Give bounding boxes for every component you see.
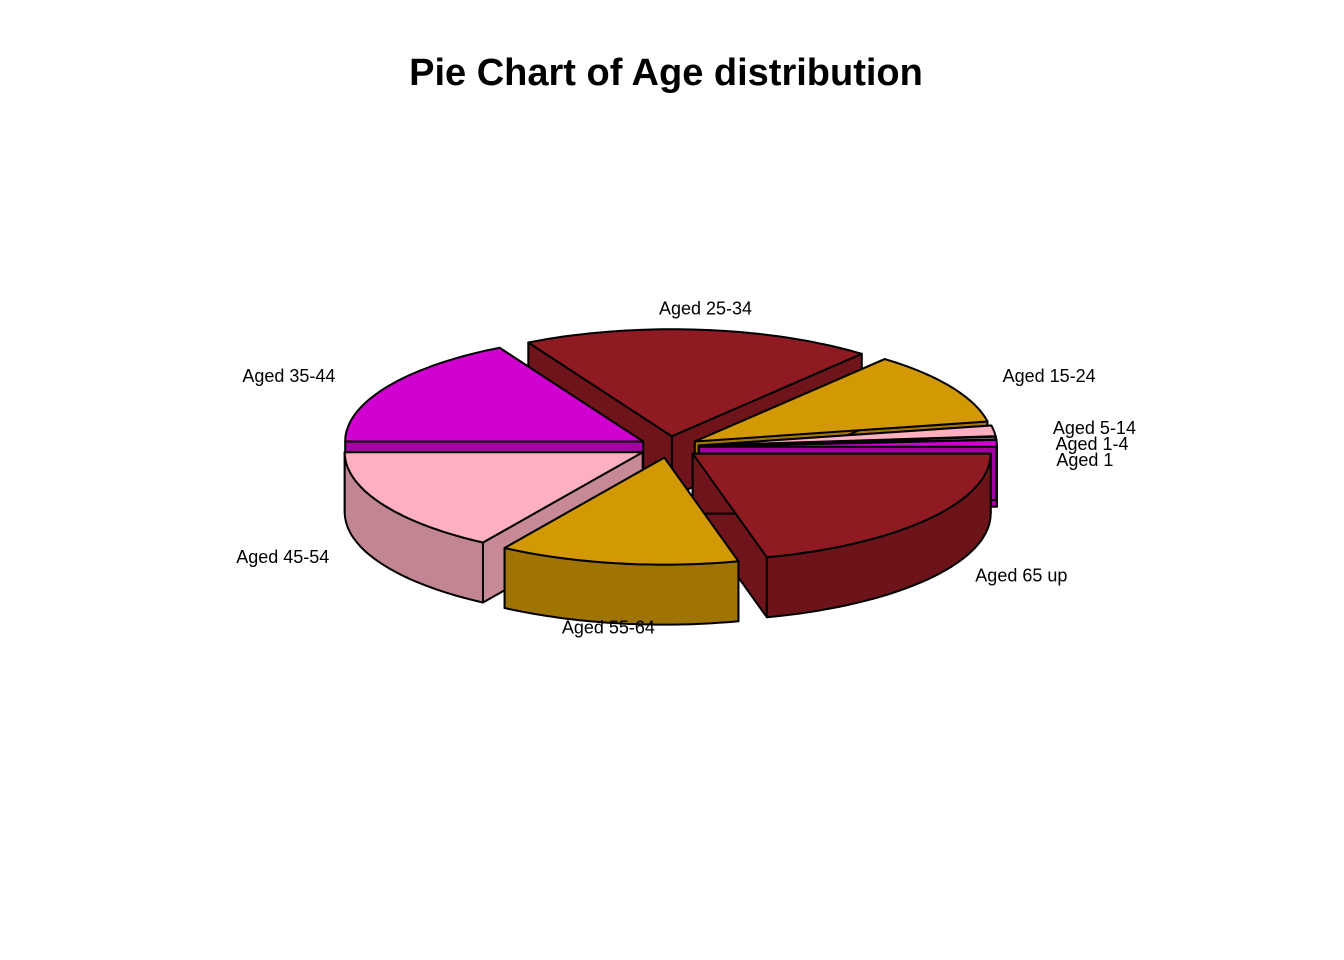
pie-slice-aged-55-64: [503, 456, 740, 626]
slice-label-aged-15-24: Aged 15-24: [1003, 366, 1096, 386]
chart-title: Pie Chart of Age distribution: [409, 52, 923, 94]
slice-label-aged-65-up: Aged 65 up: [975, 566, 1067, 586]
pie-slice-top: [343, 451, 644, 544]
slice-label-aged-25-34: Aged 25-34: [659, 298, 752, 318]
pie-slice-top: [697, 424, 997, 447]
slice-label-aged-55-64: Aged 55-64: [562, 618, 655, 638]
slice-label-aged-1-4: Aged 1-4: [1056, 434, 1129, 454]
slice-label-aged-1: Aged 1: [1056, 450, 1113, 470]
pie-slice-top: [344, 346, 645, 443]
pie-slice-aged-65-up: [691, 452, 992, 619]
pie-slice-top: [527, 328, 863, 438]
pie-slice-top: [503, 456, 740, 566]
pie-slice-top: [693, 358, 989, 443]
pie-slice-top: [698, 438, 998, 448]
slice-label-aged-35-44: Aged 35-44: [242, 366, 335, 386]
slice-label-aged-45-54: Aged 45-54: [236, 547, 329, 567]
pie-slice-top: [691, 452, 992, 559]
slice-label-aged-5-14: Aged 5-14: [1053, 418, 1136, 438]
